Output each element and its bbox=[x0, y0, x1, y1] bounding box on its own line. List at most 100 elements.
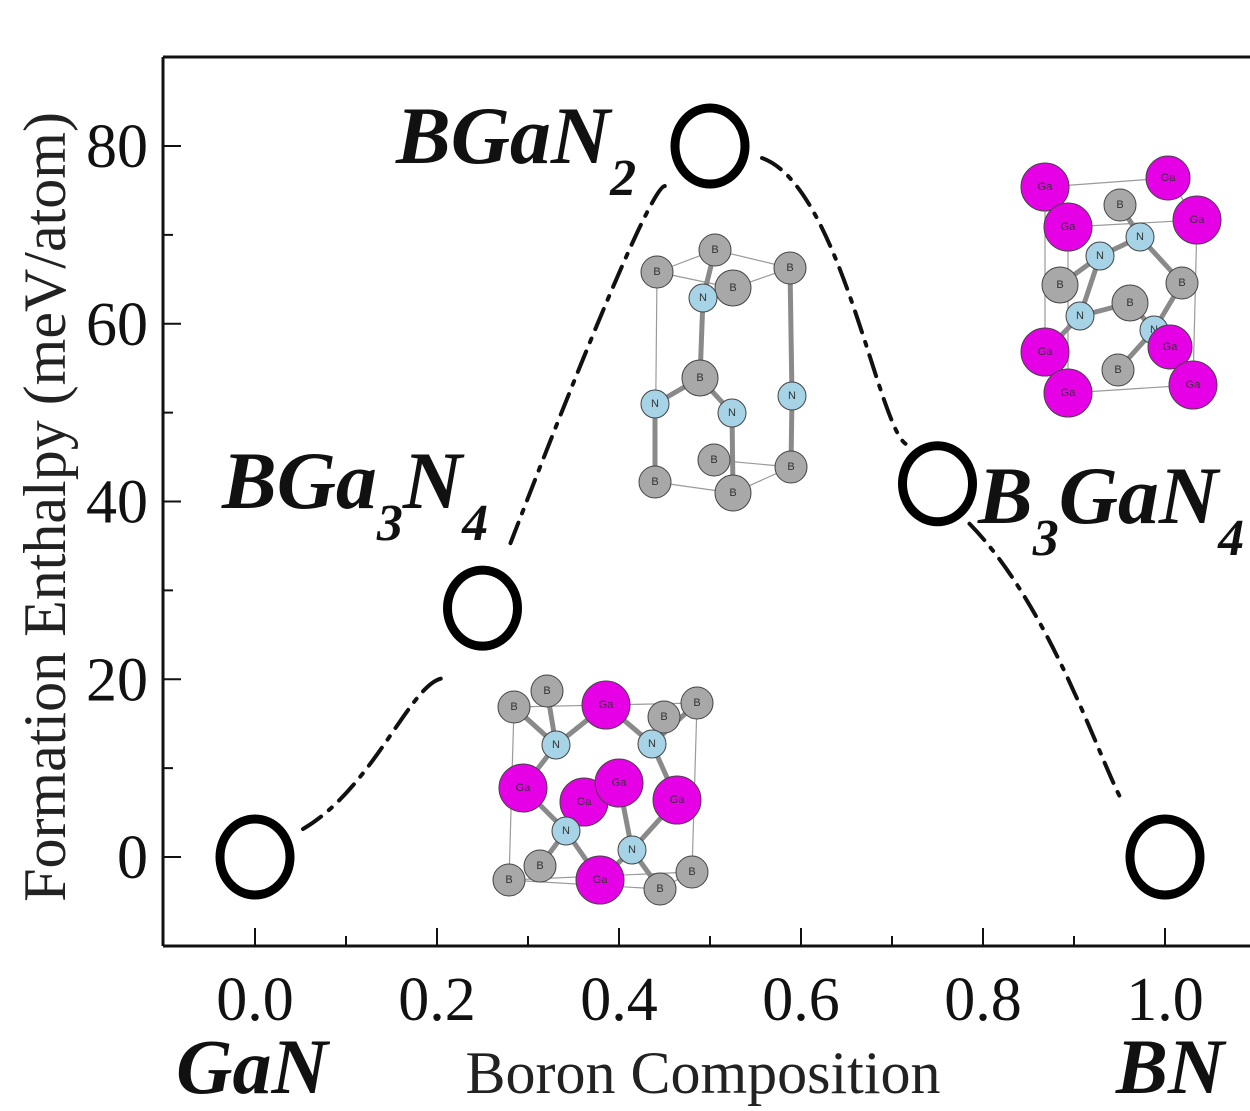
atom-label: B bbox=[693, 697, 700, 709]
atom-label: N bbox=[1076, 310, 1084, 322]
atom bbox=[1172, 195, 1222, 245]
atom bbox=[617, 835, 647, 865]
atom-label: B bbox=[1056, 279, 1063, 291]
atom bbox=[773, 251, 807, 285]
atom bbox=[1168, 360, 1218, 410]
atom-label: B bbox=[505, 874, 512, 886]
end-label-right: BN bbox=[1115, 1023, 1227, 1110]
data-point-marker bbox=[443, 565, 522, 651]
atom-label: B bbox=[1178, 277, 1185, 289]
y-tick-label: 60 bbox=[86, 291, 148, 359]
atom-label: B bbox=[1126, 297, 1133, 309]
curve-segment bbox=[301, 676, 447, 831]
atom bbox=[647, 700, 681, 734]
atom-label: B bbox=[711, 244, 718, 256]
atom-label: B bbox=[710, 454, 717, 466]
atom-label: N bbox=[728, 407, 736, 419]
atom-label: B bbox=[653, 266, 660, 278]
atom-label: B bbox=[729, 282, 736, 294]
atom-label: N bbox=[788, 390, 796, 402]
compound-part: N bbox=[402, 435, 465, 526]
atom-label: B bbox=[696, 372, 703, 384]
atom bbox=[1147, 324, 1193, 370]
atom bbox=[581, 680, 631, 730]
atom-label: Ga bbox=[593, 874, 609, 886]
atom-label: Ga bbox=[612, 777, 628, 789]
compound-subscript: 2 bbox=[609, 150, 636, 207]
atom bbox=[681, 359, 719, 397]
atom bbox=[575, 855, 625, 905]
atom-label: B bbox=[651, 476, 658, 488]
atom bbox=[492, 863, 526, 897]
atom-label: B bbox=[729, 487, 736, 499]
atom bbox=[1020, 162, 1070, 212]
b3gan4-structure: Ga Ga Ga Ga B N N B B B N N Ga Ga Ga Ga B bbox=[1020, 155, 1222, 418]
atom bbox=[497, 690, 531, 724]
x-tick-label: 0.8 bbox=[944, 966, 1022, 1034]
compound-label: BGaN2 bbox=[395, 90, 636, 207]
y-tick-label: 80 bbox=[86, 113, 148, 181]
atom bbox=[675, 855, 709, 889]
atom bbox=[1065, 301, 1095, 331]
atom bbox=[714, 474, 752, 512]
curve-segment bbox=[760, 156, 908, 446]
end-label-left: GaN bbox=[176, 1023, 330, 1110]
y-axis-title: Formation Enthalpy (meV/atom) bbox=[12, 112, 78, 902]
data-point-marker bbox=[215, 814, 295, 900]
atom-label: N bbox=[552, 739, 560, 751]
atom bbox=[777, 381, 807, 411]
y-tick-label: 40 bbox=[86, 469, 148, 537]
atom bbox=[1020, 327, 1070, 377]
atom bbox=[774, 450, 808, 484]
atom-label: Ga bbox=[1163, 341, 1179, 353]
atom bbox=[1103, 188, 1137, 222]
curve-segment bbox=[967, 521, 1122, 799]
atom-label: Ga bbox=[670, 794, 686, 806]
atom bbox=[640, 389, 670, 419]
y-tick-label: 20 bbox=[86, 646, 148, 714]
atom bbox=[530, 674, 564, 708]
atom-label: Ga bbox=[1061, 221, 1077, 233]
atom bbox=[1125, 222, 1155, 252]
atom bbox=[652, 775, 702, 825]
atom-label: Ga bbox=[1038, 181, 1054, 193]
atom bbox=[717, 398, 747, 428]
atom bbox=[638, 465, 672, 499]
atom bbox=[680, 686, 714, 720]
x-tick-label: 0.6 bbox=[762, 966, 840, 1034]
atom-label: Ga bbox=[1186, 379, 1202, 391]
compound-subscript: 3 bbox=[376, 495, 403, 552]
atom-label: N bbox=[628, 844, 636, 856]
atom-label: Ga bbox=[599, 699, 615, 711]
atom bbox=[698, 233, 732, 267]
atom-label: Ga bbox=[1161, 172, 1177, 184]
atom bbox=[643, 872, 677, 906]
atom bbox=[1145, 155, 1191, 201]
compound-subscript: 4 bbox=[461, 495, 488, 552]
atom bbox=[637, 729, 667, 759]
atom bbox=[551, 816, 581, 846]
atom-label: Ga bbox=[1061, 387, 1077, 399]
compound-subscript: 4 bbox=[1217, 510, 1244, 567]
axis-ticks bbox=[163, 145, 1166, 946]
atom bbox=[1111, 284, 1149, 322]
data-point-marker bbox=[1125, 814, 1205, 900]
x-tick-label: 0.2 bbox=[398, 966, 476, 1034]
trend-curve bbox=[301, 156, 1122, 831]
compound-part: BGaN bbox=[395, 90, 613, 181]
x-axis-title: Boron Composition bbox=[465, 1040, 940, 1106]
atom bbox=[1043, 368, 1093, 418]
atom-label: N bbox=[562, 825, 570, 837]
y-tick-label: 0 bbox=[117, 824, 148, 892]
atom-label: N bbox=[648, 738, 656, 750]
atom-label: Ga bbox=[577, 796, 593, 808]
compound-subscript: 3 bbox=[1032, 510, 1059, 567]
atom-label: N bbox=[1150, 324, 1158, 336]
atom-label: N bbox=[651, 398, 659, 410]
atom-label: B bbox=[787, 461, 794, 473]
atom bbox=[594, 758, 644, 808]
atom bbox=[541, 730, 571, 760]
atom bbox=[688, 283, 718, 313]
atom-label: B bbox=[656, 883, 663, 895]
